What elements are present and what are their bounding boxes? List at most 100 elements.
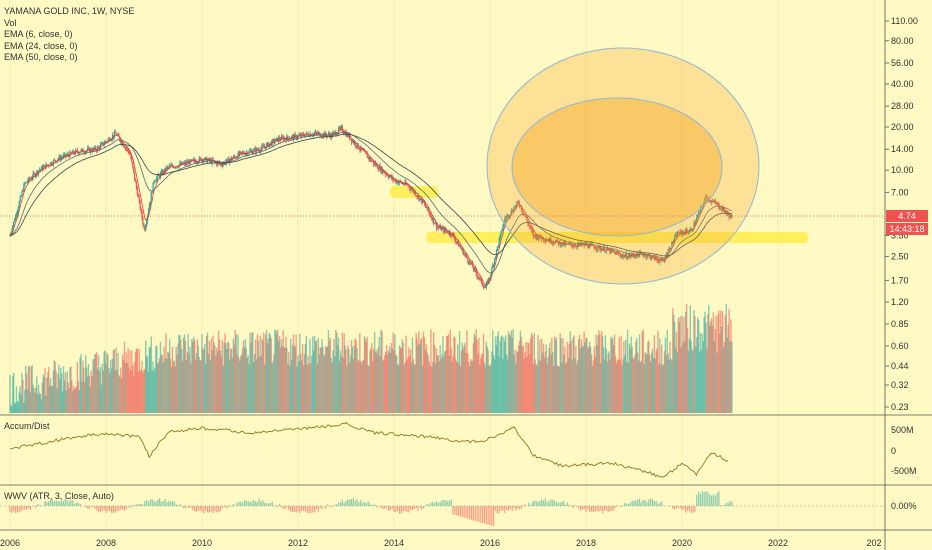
volume-bar	[470, 361, 473, 413]
volume-bar	[369, 350, 371, 413]
volume-bar	[168, 339, 171, 413]
volume-bar	[457, 362, 460, 413]
wwv-bar	[144, 501, 146, 506]
volume-bar	[480, 354, 483, 413]
price-candle	[114, 132, 116, 134]
legend-ema6[interactable]: EMA (6, close, 0)	[4, 29, 73, 39]
price-candle	[509, 214, 511, 216]
price-candle	[501, 230, 503, 231]
price-candle	[726, 212, 728, 213]
time-tick-label: 2014	[384, 538, 404, 548]
volume-bar	[512, 329, 514, 413]
ellipse-drawings[interactable]	[486, 47, 760, 285]
volume-bar	[231, 358, 234, 413]
volume-bar	[228, 359, 231, 413]
volume-bar	[94, 354, 96, 413]
volume-bar	[230, 348, 233, 413]
volume-bar	[368, 366, 370, 413]
volume-bar	[158, 358, 161, 413]
price-candle	[325, 132, 327, 135]
wwv-bar	[554, 500, 556, 506]
wwv-bar	[199, 506, 201, 512]
wwv-bar	[314, 506, 316, 513]
volume-bars	[9, 304, 733, 413]
wwv-bar	[232, 503, 234, 506]
price-candle	[658, 261, 660, 263]
price-candle	[66, 154, 68, 156]
wwv-bar	[20, 506, 22, 512]
volume-bar	[589, 347, 592, 413]
price-candle	[89, 148, 91, 153]
price-candle	[639, 252, 642, 254]
time-axis[interactable]: 2006 2008 2010 2012 2014 2016 2018 2020 2022 202	[0, 538, 882, 548]
wwv-bar	[182, 506, 185, 509]
symbol-title[interactable]: YAMANA GOLD INC, 1W, NYSE	[4, 6, 135, 16]
price-candle	[719, 208, 721, 209]
wwv-bar	[218, 506, 220, 512]
price-axis[interactable]: 110.0080.0056.0040.0028.0020.0014.0010.0…	[885, 16, 918, 412]
price-candle	[359, 149, 361, 150]
volume-bar	[145, 355, 148, 413]
price-candle	[219, 163, 222, 165]
volume-bar	[665, 355, 668, 413]
volume-bar	[277, 341, 280, 413]
volume-bar	[347, 345, 349, 413]
legend-ema24[interactable]: EMA (24, close, 0)	[4, 40, 78, 51]
legend-vol[interactable]: Vol	[4, 17, 17, 28]
wwv-label[interactable]: WWV (ATR, 3, Close, Auto)	[4, 491, 114, 501]
volume-bar	[189, 346, 191, 413]
wwv-bar	[596, 506, 598, 512]
volume-bar	[12, 372, 15, 413]
volume-bar	[686, 327, 689, 413]
volume-bar	[359, 333, 361, 413]
price-candle	[109, 138, 111, 141]
accum-dist-label[interactable]: Accum/Dist	[4, 421, 50, 431]
wwv-bar	[96, 506, 98, 511]
volume-bar	[475, 329, 477, 413]
volume-bar	[727, 324, 729, 413]
volume-bar	[462, 348, 464, 413]
volume-bar	[500, 336, 502, 413]
volume-bar	[684, 340, 686, 413]
time-tick-label: 2006	[0, 538, 20, 548]
wwv-bar	[524, 504, 526, 506]
volume-bar	[262, 340, 264, 413]
price-candle	[557, 241, 559, 245]
price-candle	[354, 141, 356, 146]
price-candle	[558, 241, 560, 245]
volume-bar	[355, 340, 357, 413]
volume-bar	[155, 346, 157, 413]
wwv-bar	[384, 506, 386, 509]
price-candle	[326, 134, 328, 137]
volume-bar	[664, 337, 667, 413]
wwv-bar	[548, 500, 550, 506]
volume-bar	[593, 346, 596, 413]
price-candle	[303, 135, 306, 137]
wwv-bar	[393, 506, 395, 512]
price-candle	[372, 161, 374, 162]
volume-bar	[572, 337, 574, 413]
volume-bar	[213, 342, 215, 413]
price-candle	[259, 151, 261, 152]
price-tick-label: 56.00	[891, 58, 914, 68]
price-candle	[601, 248, 603, 251]
price-candle	[589, 244, 591, 249]
volume-bar	[645, 353, 647, 413]
volume-bar	[553, 336, 556, 413]
price-candle	[296, 137, 298, 139]
price-candle	[531, 230, 534, 233]
legend-ema50[interactable]: EMA (50, close, 0)	[4, 52, 78, 62]
price-candle	[146, 221, 148, 226]
volume-bar	[185, 360, 188, 413]
volume-bar	[199, 360, 201, 413]
wwv-axis[interactable]: 0.00%	[891, 501, 917, 511]
volume-bar	[693, 309, 695, 413]
wwv-bar	[26, 506, 28, 510]
price-candle	[122, 145, 125, 147]
wwv-bar	[206, 506, 209, 513]
price-candle	[161, 171, 163, 175]
volume-bar	[258, 356, 260, 413]
volume-bar	[631, 346, 633, 413]
